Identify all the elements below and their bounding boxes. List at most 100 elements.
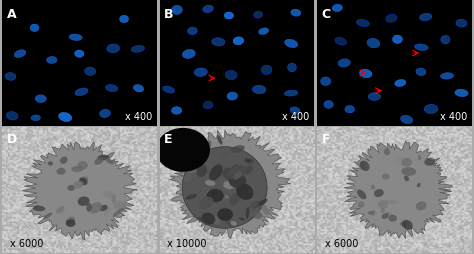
Ellipse shape [411, 193, 416, 202]
Ellipse shape [31, 115, 40, 121]
Ellipse shape [291, 10, 301, 17]
Ellipse shape [30, 25, 39, 32]
Text: x 400: x 400 [125, 111, 152, 121]
Text: x 6000: x 6000 [10, 238, 44, 248]
Ellipse shape [60, 157, 68, 164]
Ellipse shape [172, 107, 182, 115]
Ellipse shape [332, 5, 342, 12]
Text: F: F [322, 133, 330, 146]
Ellipse shape [254, 212, 263, 219]
Ellipse shape [207, 189, 224, 202]
Ellipse shape [320, 78, 331, 86]
Ellipse shape [414, 45, 428, 51]
Ellipse shape [401, 116, 413, 124]
Ellipse shape [248, 188, 253, 193]
Ellipse shape [85, 68, 96, 76]
Ellipse shape [386, 15, 397, 23]
Ellipse shape [111, 195, 116, 204]
Ellipse shape [100, 110, 110, 118]
Ellipse shape [368, 211, 379, 215]
Ellipse shape [384, 149, 390, 156]
Ellipse shape [440, 73, 454, 80]
Ellipse shape [354, 180, 361, 186]
Ellipse shape [253, 86, 266, 94]
Ellipse shape [156, 128, 210, 172]
Ellipse shape [233, 171, 242, 180]
Ellipse shape [202, 213, 215, 225]
Text: x 6000: x 6000 [325, 238, 358, 248]
Ellipse shape [247, 159, 254, 165]
Ellipse shape [224, 13, 234, 20]
Ellipse shape [78, 197, 90, 206]
Ellipse shape [223, 168, 234, 180]
Ellipse shape [338, 60, 350, 68]
Ellipse shape [172, 6, 182, 15]
Ellipse shape [187, 28, 197, 36]
Ellipse shape [69, 35, 82, 41]
Ellipse shape [230, 193, 240, 205]
Ellipse shape [98, 155, 109, 161]
Ellipse shape [456, 20, 467, 28]
Ellipse shape [418, 155, 421, 161]
Ellipse shape [103, 191, 116, 198]
Ellipse shape [104, 207, 111, 215]
PathPatch shape [170, 130, 291, 239]
Ellipse shape [79, 178, 87, 185]
Ellipse shape [382, 174, 390, 180]
Ellipse shape [212, 39, 225, 47]
Ellipse shape [378, 200, 388, 209]
Ellipse shape [203, 6, 213, 13]
Ellipse shape [404, 176, 409, 181]
Ellipse shape [233, 38, 244, 45]
Ellipse shape [211, 195, 220, 201]
Ellipse shape [227, 93, 237, 101]
Ellipse shape [107, 45, 119, 54]
Ellipse shape [81, 177, 88, 183]
Ellipse shape [368, 93, 381, 101]
Ellipse shape [59, 113, 72, 122]
Ellipse shape [207, 190, 216, 199]
Ellipse shape [219, 153, 229, 157]
Ellipse shape [209, 165, 223, 181]
Ellipse shape [416, 202, 427, 211]
Ellipse shape [194, 69, 207, 77]
Ellipse shape [261, 66, 272, 75]
Ellipse shape [324, 101, 333, 109]
Ellipse shape [385, 212, 392, 216]
Ellipse shape [131, 46, 145, 53]
Ellipse shape [424, 158, 435, 166]
Ellipse shape [388, 215, 397, 222]
Text: B: B [164, 8, 174, 21]
Text: x 10000: x 10000 [167, 238, 207, 248]
Ellipse shape [239, 217, 245, 221]
Ellipse shape [86, 203, 92, 212]
Ellipse shape [66, 217, 75, 225]
Ellipse shape [33, 206, 46, 212]
Ellipse shape [367, 39, 380, 49]
Ellipse shape [356, 20, 369, 27]
Ellipse shape [230, 221, 237, 226]
Ellipse shape [43, 213, 52, 219]
Ellipse shape [258, 199, 268, 206]
Ellipse shape [113, 208, 124, 217]
Ellipse shape [262, 205, 269, 215]
Ellipse shape [73, 181, 84, 189]
Ellipse shape [401, 158, 412, 167]
Ellipse shape [71, 166, 83, 172]
Ellipse shape [402, 220, 413, 230]
Ellipse shape [383, 200, 398, 205]
Ellipse shape [46, 57, 57, 64]
Ellipse shape [205, 180, 215, 186]
Ellipse shape [371, 185, 375, 190]
Text: x 400: x 400 [283, 111, 310, 121]
Ellipse shape [224, 195, 228, 199]
Ellipse shape [374, 210, 380, 218]
Ellipse shape [197, 217, 209, 222]
Ellipse shape [335, 38, 346, 46]
Ellipse shape [207, 141, 211, 150]
Ellipse shape [358, 202, 365, 208]
Ellipse shape [231, 146, 245, 153]
Ellipse shape [199, 197, 213, 209]
Ellipse shape [290, 107, 300, 114]
Ellipse shape [250, 201, 261, 209]
